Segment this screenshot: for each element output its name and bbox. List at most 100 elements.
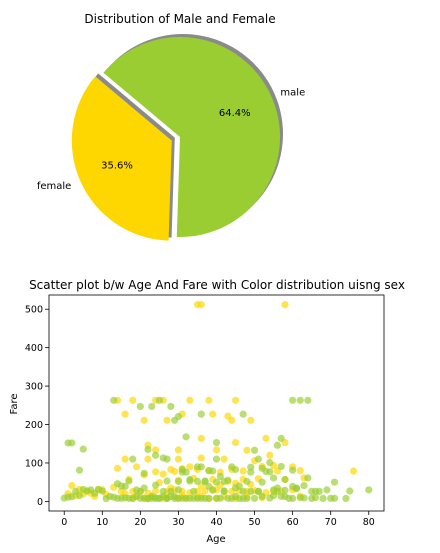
scatter-point	[247, 463, 255, 471]
scatter-point	[239, 467, 247, 475]
scatter-point	[140, 469, 148, 477]
scatter-point	[155, 396, 163, 404]
scatter-point	[270, 492, 278, 500]
scatter-point	[277, 434, 285, 442]
pie-slice-female	[71, 76, 172, 241]
scatter-point	[250, 494, 259, 502]
scatter-point	[178, 468, 186, 476]
scatter-point	[136, 402, 144, 411]
scatter-point	[75, 466, 84, 474]
pie-slice-male	[103, 36, 280, 237]
scatter-point	[129, 455, 137, 463]
scatter-point	[212, 438, 221, 447]
pie-category-label-male: male	[280, 88, 305, 99]
scatter-point	[205, 482, 213, 491]
x-axis-ticks: 0 10 20 30 40 50 60 70 80	[61, 511, 375, 528]
x-tick-label: 60	[287, 517, 299, 528]
scatter-point	[228, 416, 236, 424]
scatter-point	[190, 487, 198, 495]
scatter-title: Scatter plot b/w Age And Fare with Color…	[29, 278, 405, 292]
pie-labels: 64.4% male 35.6% female	[37, 88, 305, 192]
scatter-point	[239, 494, 247, 502]
scatter-point	[155, 494, 163, 502]
x-axis-label: Age	[206, 534, 225, 545]
scatter-point	[197, 410, 205, 418]
pie-title: Distribution of Male and Female	[84, 12, 275, 26]
scatter-point	[174, 486, 183, 494]
scatter-point	[159, 487, 167, 495]
scatter-point	[151, 487, 160, 495]
scatter-point	[129, 396, 137, 404]
scatter-point	[239, 487, 247, 495]
scatter-point	[113, 480, 122, 488]
scatter-point	[266, 451, 274, 459]
scatter-point	[174, 477, 183, 486]
scatter-point	[239, 410, 247, 418]
y-axis-ticks: 0 100 200 300 400 500	[25, 305, 49, 508]
scatter-point	[79, 485, 87, 494]
scatter-point	[163, 477, 171, 485]
scatter-point	[205, 467, 213, 475]
scatter-point	[254, 455, 262, 463]
scatter-point	[197, 301, 205, 309]
scatter-point	[330, 478, 339, 486]
scatter-point	[216, 494, 224, 502]
scatter-point	[140, 416, 148, 424]
scatter-point	[247, 487, 255, 495]
scatter-point	[228, 463, 236, 471]
scatter-point	[163, 416, 171, 424]
scatter-point	[277, 462, 285, 471]
scatter-point	[205, 396, 213, 404]
scatter-point	[220, 455, 228, 463]
scatter-point	[197, 434, 205, 442]
scatter-point	[171, 416, 179, 424]
scatter-point	[125, 477, 133, 485]
scatter-point	[308, 494, 316, 502]
y-tick-label: 0	[37, 497, 43, 508]
scatter-point	[182, 433, 190, 441]
scatter-point	[102, 494, 110, 503]
scatter-point	[266, 458, 274, 467]
scatter-chart: Scatter plot b/w Age And Fare with Color…	[9, 278, 405, 545]
scatter-point	[151, 468, 160, 476]
x-tick-label: 10	[96, 517, 108, 528]
scatter-point	[289, 482, 297, 491]
scatter-point	[319, 494, 327, 502]
scatter-point	[277, 492, 285, 500]
scatter-point	[258, 492, 266, 500]
scatter-point	[212, 446, 221, 454]
scatter-point	[193, 477, 202, 486]
scatter-point	[243, 477, 251, 486]
x-tick-label: 50	[249, 517, 261, 528]
scatter-point	[151, 446, 160, 454]
scatter-point	[132, 463, 141, 471]
x-tick-label: 80	[363, 517, 375, 528]
y-tick-label: 300	[25, 382, 43, 393]
scatter-point	[159, 470, 167, 478]
scatter-point	[140, 484, 148, 492]
pie-pct-label-male: 64.4%	[219, 108, 251, 119]
scatter-point	[243, 446, 251, 454]
x-tick-label: 30	[172, 517, 184, 528]
scatter-point	[270, 474, 278, 482]
scatter-point	[349, 467, 358, 475]
scatter-point	[342, 494, 350, 502]
x-tick-label: 20	[134, 517, 146, 528]
scatter-point	[68, 482, 76, 490]
scatter-point	[220, 487, 228, 495]
scatter-point	[285, 494, 293, 502]
scatter-point	[247, 416, 255, 424]
scatter-point	[121, 455, 129, 463]
pie-slices	[71, 36, 280, 241]
scatter-point	[68, 439, 76, 447]
scatter-point	[212, 455, 221, 463]
scatter-point	[79, 445, 87, 453]
scatter-point	[110, 396, 118, 404]
scatter-point	[281, 486, 289, 494]
scatter-points	[60, 301, 373, 503]
scatter-point	[315, 487, 323, 495]
pie-chart: Distribution of Male and Female 64.4% mal…	[37, 12, 305, 241]
pie-category-label-female: female	[37, 181, 71, 192]
scatter-point	[235, 482, 243, 490]
scatter-point	[300, 494, 308, 502]
